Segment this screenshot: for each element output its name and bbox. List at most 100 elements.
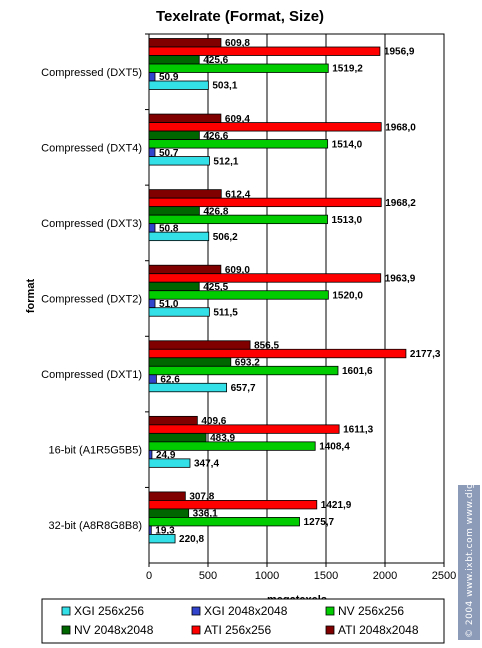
bar [148,122,382,132]
data-label: 1963,9 [385,273,416,284]
bar [148,374,157,384]
bar [148,508,190,518]
x-tick-label: 1500 [314,570,338,582]
data-label: 1421,9 [321,500,352,511]
x-tick-label: 2000 [373,570,397,582]
category-label: Compressed (DXT5) [41,67,142,79]
data-label: 609,8 [225,38,250,49]
bar [148,500,318,510]
legend-label: NV 256x256 [338,604,404,618]
data-label: 426,6 [203,131,228,142]
data-label: 506,2 [213,232,238,243]
data-label: 609,0 [225,265,250,276]
bar [148,382,228,393]
bar [148,113,222,123]
legend-swatch [191,625,201,635]
category-label: Compressed (DXT4) [41,142,142,154]
legend-label: XGI 256x256 [74,604,144,618]
bar [148,139,329,149]
data-label: 425,5 [203,282,228,293]
data-label: 62,6 [160,374,180,385]
bar [148,264,222,275]
legend-label: XGI 2048x2048 [204,604,288,618]
data-label: 24,9 [156,450,176,461]
data-label: 1514,0 [332,139,363,150]
bar [148,231,210,242]
data-label: 1611,3 [343,425,373,436]
plot-area: 0 500 1000 1500 2000 2500 Compressed (DXT5) Com… [41,33,456,582]
legend-swatch [61,606,71,616]
category-label: Compressed (DXT1) [41,369,142,381]
category-label: 16-bit (A1R5G5B5) [48,445,142,457]
bar [148,365,339,376]
data-label: 50,9 [159,72,179,83]
data-label: 503,1 [212,81,237,92]
bar [148,307,210,317]
legend-label: ATI 256x256 [204,623,271,637]
data-label: 347,4 [194,459,219,470]
x-tick-label: 2500 [432,570,456,582]
data-label: 409,6 [201,416,226,427]
bar [148,214,328,225]
category-label: Compressed (DXT2) [41,294,142,306]
bar [148,449,153,460]
bar [148,458,191,468]
bar [148,441,316,451]
data-label: 512,1 [213,156,238,167]
bar [148,189,222,199]
data-label: 50,7 [159,148,179,159]
legend-swatch [325,625,335,635]
bar [148,147,156,157]
data-label: 693,2 [235,357,260,368]
bar [148,281,200,292]
bar [148,432,207,443]
bar [148,72,156,82]
legend-label: NV 2048x2048 [74,623,154,637]
bar [148,424,340,434]
bar [148,348,407,359]
data-label: 336,1 [193,509,218,520]
watermark: © 2004 www.ixbt.com www.digit-life.com [458,432,480,640]
bar [148,156,210,166]
data-label: 1513,0 [332,215,363,226]
bar [148,491,186,501]
bar [148,517,300,527]
data-label: 1519,2 [332,64,363,75]
x-tick-label: 0 [146,570,152,582]
bar [148,415,198,426]
data-label: 1275,7 [304,517,335,528]
bar [148,46,381,56]
bar [148,357,232,367]
data-label: 1968,2 [385,198,416,209]
data-label: 609,4 [225,114,250,125]
data-label: 1601,6 [342,366,373,377]
legend-swatch [61,625,71,635]
bar [148,273,382,283]
bar [148,197,382,208]
data-label: 612,4 [225,189,250,200]
bar [148,525,152,535]
legend-swatch [191,606,201,616]
watermark-band [458,485,480,640]
bar [148,534,176,544]
data-label: 657,7 [231,383,256,394]
bar [148,340,251,350]
bar [148,55,200,65]
bar [148,298,156,309]
data-label: 483,9 [210,433,235,444]
bar [148,38,222,48]
legend: XGI 256x256 XGI 2048x2048 NV 256x256 NV 204… [41,598,445,644]
bar [148,80,209,90]
chart-title: Texelrate (Format, Size) [156,8,324,25]
data-label: 1968,0 [385,122,416,133]
watermark-text: © 2004 www.ixbt.com www.digit-life.com [465,432,475,638]
category-label: 32-bit (A8R8G8B8) [48,520,142,532]
bar [148,290,329,300]
data-label: 1956,9 [384,47,415,58]
bar [148,223,156,233]
data-label: 856,5 [254,340,279,351]
data-label: 1408,4 [319,442,350,453]
data-label: 425,6 [203,55,228,66]
data-label: 50,8 [159,223,179,234]
